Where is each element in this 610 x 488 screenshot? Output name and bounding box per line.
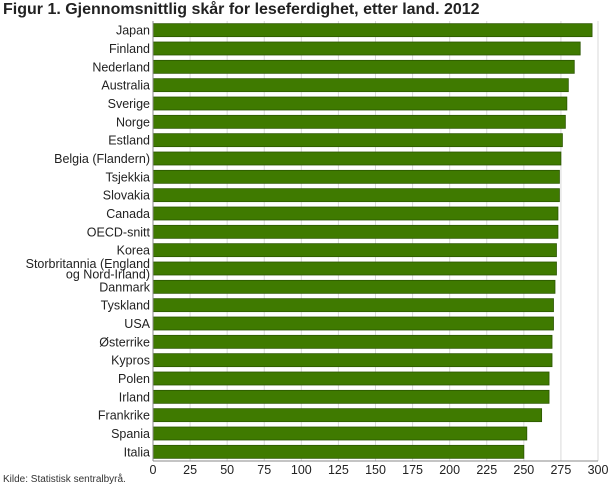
category-label: Tyskland bbox=[101, 299, 150, 313]
bar-storbritannia-england-og-nord-irland- bbox=[152, 261, 557, 276]
x-tick-label: 300 bbox=[588, 463, 609, 477]
bar-irland bbox=[152, 389, 550, 404]
category-label: Sverige bbox=[108, 97, 150, 111]
bar-canada bbox=[152, 206, 559, 221]
bar-australia bbox=[152, 78, 569, 93]
bar-polen bbox=[152, 371, 550, 386]
category-label: Storbritannia (England og Nord-Irland) bbox=[26, 257, 150, 282]
chart-title: Figur 1. Gjennomsnittlig skår for lesefe… bbox=[3, 1, 480, 18]
category-label: Spania bbox=[111, 427, 150, 441]
category-label: Tsjekkia bbox=[106, 170, 151, 184]
bar-kypros bbox=[152, 353, 553, 368]
bar-sverige bbox=[152, 96, 568, 111]
bar-spania bbox=[152, 426, 528, 441]
x-tick-label: 200 bbox=[439, 463, 460, 477]
bar-italia bbox=[152, 444, 525, 459]
x-tick-label: 175 bbox=[402, 463, 423, 477]
x-tick-label: 25 bbox=[183, 463, 197, 477]
category-label: Italia bbox=[124, 445, 150, 459]
x-tick-label: 275 bbox=[550, 463, 571, 477]
bar-usa bbox=[152, 316, 554, 331]
category-label: Finland bbox=[109, 42, 150, 56]
category-label: Nederland bbox=[92, 60, 150, 74]
bar-nederland bbox=[152, 59, 575, 74]
category-label: USA bbox=[124, 317, 150, 331]
x-tick-label: 250 bbox=[513, 463, 534, 477]
bar-norge bbox=[152, 114, 566, 129]
x-tick-label: 150 bbox=[365, 463, 386, 477]
category-label: Slovakia bbox=[103, 189, 150, 203]
category-label: Norge bbox=[116, 115, 150, 129]
bar-korea bbox=[152, 243, 557, 258]
category-label: Polen bbox=[118, 372, 150, 386]
x-tick-label: 100 bbox=[291, 463, 312, 477]
category-label: Irland bbox=[119, 390, 150, 404]
category-label: Australia bbox=[101, 79, 150, 93]
x-tick-label: 0 bbox=[150, 463, 157, 477]
source-note: Kilde: Statistisk sentralbyrå. bbox=[3, 474, 126, 485]
x-tick-label: 225 bbox=[476, 463, 497, 477]
bar-estland bbox=[152, 133, 563, 148]
bar-tsjekkia bbox=[152, 169, 560, 184]
category-label: Belgia (Flandern) bbox=[54, 152, 150, 166]
x-tick-label: 50 bbox=[220, 463, 234, 477]
bar-japan bbox=[152, 23, 593, 38]
bar-oecd-snitt bbox=[152, 224, 559, 239]
bar-frankrike bbox=[152, 408, 543, 423]
bar-belgia-flandern- bbox=[152, 151, 562, 166]
bar-slovakia bbox=[152, 188, 560, 203]
category-label: Frankrike bbox=[98, 409, 150, 423]
category-label: Kypros bbox=[111, 354, 150, 368]
x-tick-label: 75 bbox=[257, 463, 271, 477]
bar-danmark bbox=[152, 279, 556, 294]
category-label: OECD-snitt bbox=[87, 225, 151, 239]
category-label: Danmark bbox=[99, 280, 150, 294]
bar-østerrike bbox=[152, 334, 553, 349]
category-label: Østerrike bbox=[99, 335, 150, 349]
category-label: Korea bbox=[117, 244, 150, 258]
x-tick-label: 125 bbox=[328, 463, 349, 477]
category-label: Canada bbox=[106, 207, 150, 221]
category-label: Estland bbox=[108, 134, 150, 148]
bar-tyskland bbox=[152, 298, 554, 313]
bar-finland bbox=[152, 41, 581, 56]
category-label: Japan bbox=[116, 24, 150, 38]
